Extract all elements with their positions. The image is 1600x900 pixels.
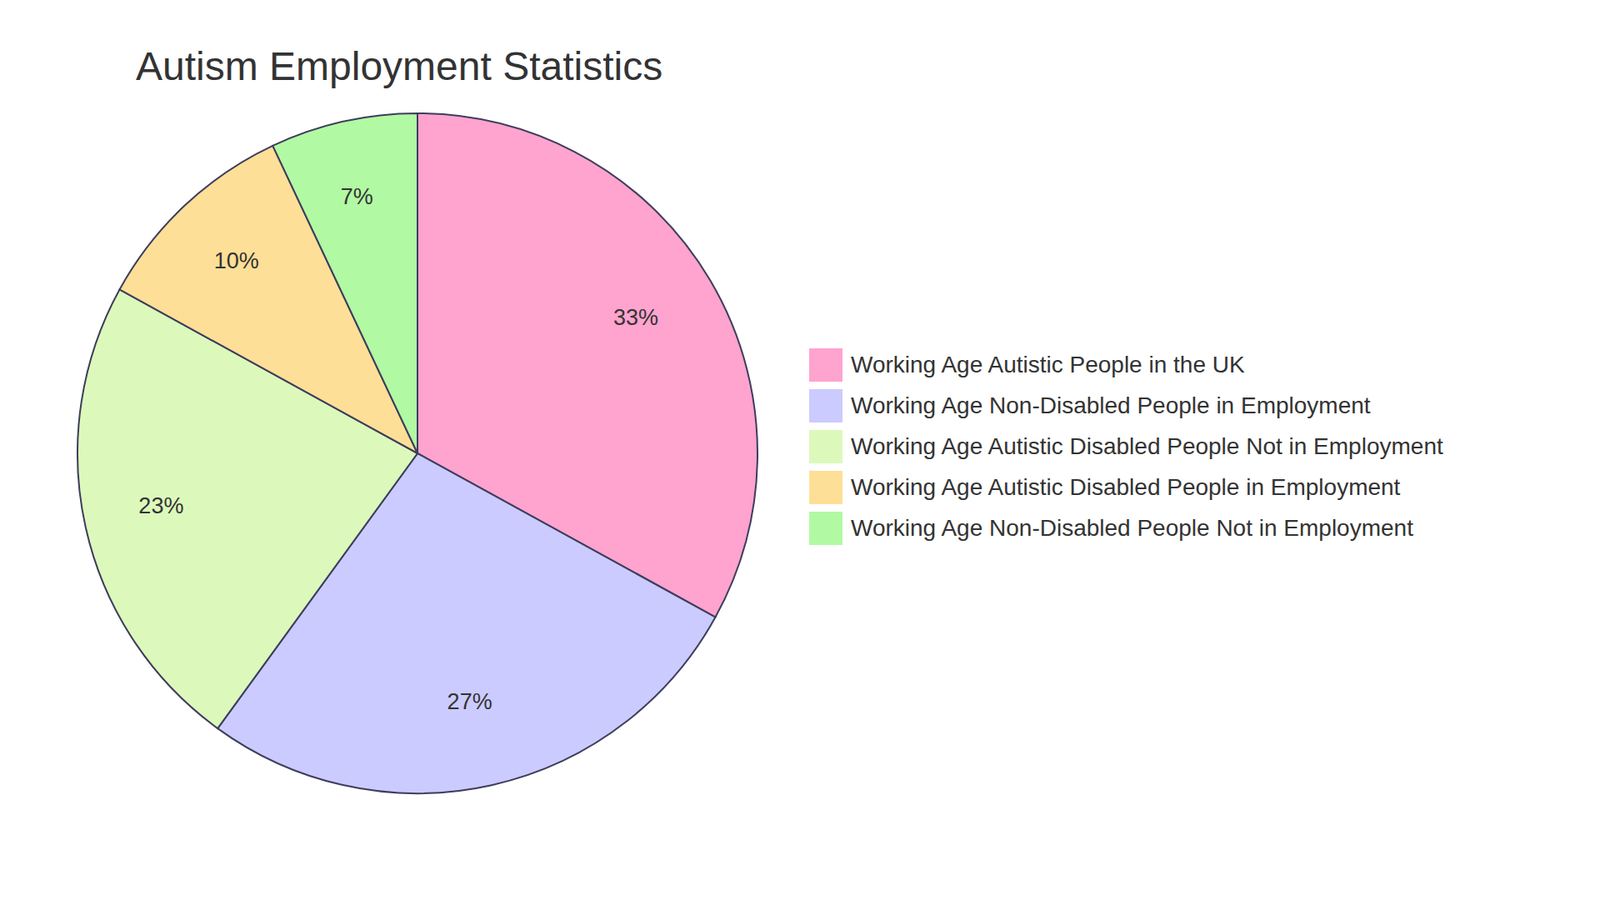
svg-text:10%: 10% (214, 248, 260, 274)
html-text:Working Age Non-Disabled Peopl: Working Age Non-Disabled People in Emplo… (850, 392, 1371, 418)
svg-text:7%: 7% (340, 184, 374, 210)
svg-text:33%: 33% (613, 305, 659, 330)
html-text:Autism Employment Statistics: Autism Employment Statistics (135, 44, 663, 89)
html-text:Working Age Autistic People in: Working Age Autistic People in the UK (850, 351, 1245, 378)
svg-text:23%: 23% (138, 493, 184, 519)
html-text:Working Age Autistic Disabled: Working Age Autistic Disabled People Not… (850, 432, 1444, 459)
html-text:Working Age Autistic Disabled: Working Age Autistic Disabled People in … (850, 473, 1401, 500)
svg-text:27%: 27% (447, 689, 493, 715)
html-text:Working Age Non-Disabled Peopl: Working Age Non-Disabled People Not in E… (850, 514, 1414, 541)
